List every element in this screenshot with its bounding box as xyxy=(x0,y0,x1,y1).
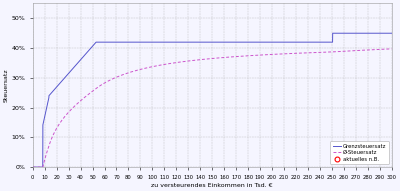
Ø-Steuersatz xyxy=(114,76,118,79)
Grenzsteuersatz xyxy=(114,41,118,43)
Grenzsteuersatz xyxy=(166,41,170,43)
Ø-Steuersatz xyxy=(386,48,391,50)
Grenzsteuersatz xyxy=(330,32,335,34)
Ø-Steuersatz xyxy=(118,75,122,77)
Grenzsteuersatz xyxy=(118,41,122,43)
Ø-Steuersatz xyxy=(191,59,196,62)
Ø-Steuersatz xyxy=(30,166,35,168)
Grenzsteuersatz xyxy=(386,32,391,34)
Grenzsteuersatz xyxy=(191,41,196,43)
X-axis label: zu versteurendes Einkommen in Tsd. €: zu versteurendes Einkommen in Tsd. € xyxy=(151,183,273,188)
Y-axis label: Steuersatz: Steuersatz xyxy=(4,69,8,102)
Grenzsteuersatz xyxy=(116,41,120,43)
Legend: Grenzsteuersatz, Ø-Steuersatz, aktuelles n.B.: Grenzsteuersatz, Ø-Steuersatz, aktuelles… xyxy=(330,141,389,164)
Ø-Steuersatz xyxy=(389,48,394,50)
Line: Ø-Steuersatz: Ø-Steuersatz xyxy=(33,49,392,167)
Line: Grenzsteuersatz: Grenzsteuersatz xyxy=(33,33,392,167)
Grenzsteuersatz xyxy=(30,166,35,168)
Grenzsteuersatz xyxy=(389,32,394,34)
Ø-Steuersatz xyxy=(166,63,170,65)
Ø-Steuersatz xyxy=(116,75,120,78)
